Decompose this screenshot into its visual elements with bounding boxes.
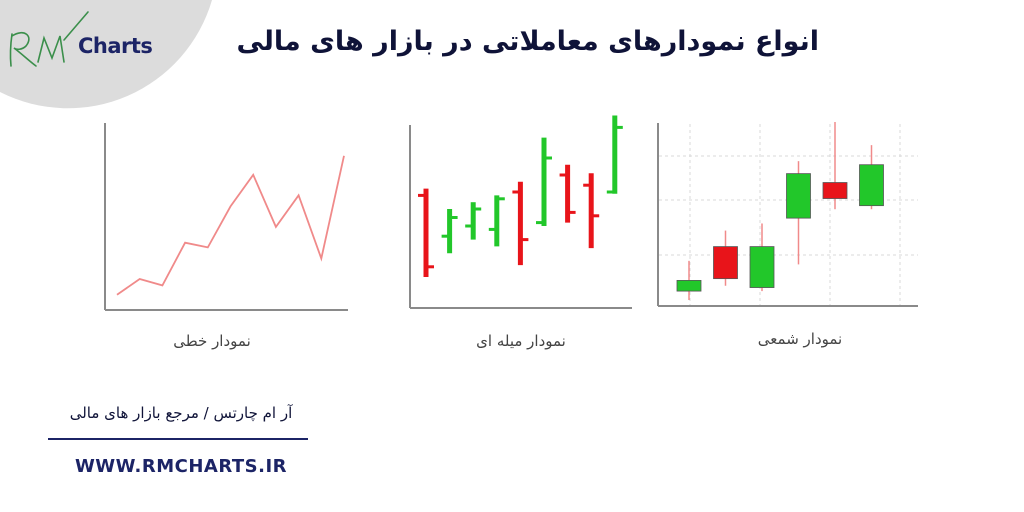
ohlc-bar [418, 188, 434, 277]
line-series [116, 155, 345, 296]
candle [859, 145, 884, 210]
candle [713, 230, 738, 286]
candle-body [676, 280, 702, 292]
candles [676, 122, 884, 300]
candle-body [859, 164, 884, 207]
candle-body [786, 173, 811, 219]
ohlc-bar [536, 137, 552, 226]
ohlc-bar [465, 202, 482, 240]
candle-body [713, 246, 738, 280]
candlestick-chart: نمودار شمعی [657, 122, 918, 348]
candle-body [749, 246, 775, 288]
ohlc-bar [488, 195, 505, 247]
bar-chart-caption: نمودار میله ای [476, 332, 566, 350]
ohlc-bar [441, 209, 458, 254]
candle-chart-caption: نمودار شمعی [758, 330, 842, 348]
candle [786, 161, 811, 265]
line-chart-caption: نمودار خطی [173, 332, 251, 350]
ohlc-bar [606, 115, 623, 194]
ohlc-bar [559, 164, 576, 223]
ohlc-bar [583, 173, 600, 249]
ohlc-bars [418, 115, 623, 277]
candle [676, 260, 702, 300]
candle [749, 223, 775, 292]
footer-tagline: آر ام چارتس / مرجع بازار های مالی [69, 404, 293, 422]
ohlc-bar [512, 181, 529, 266]
candle-body [822, 182, 848, 199]
ohlc-bar-chart: نمودار میله ای [409, 115, 632, 350]
logo-text: Charts [78, 34, 153, 58]
page-title: انواع نمودارهای معاملاتی در بازار های ما… [236, 26, 819, 57]
line-chart: نمودار خطی [104, 123, 348, 350]
footer-website-link[interactable]: WWW.RMCHARTS.IR [74, 456, 288, 477]
candle [822, 122, 848, 210]
footer-divider [48, 438, 308, 440]
